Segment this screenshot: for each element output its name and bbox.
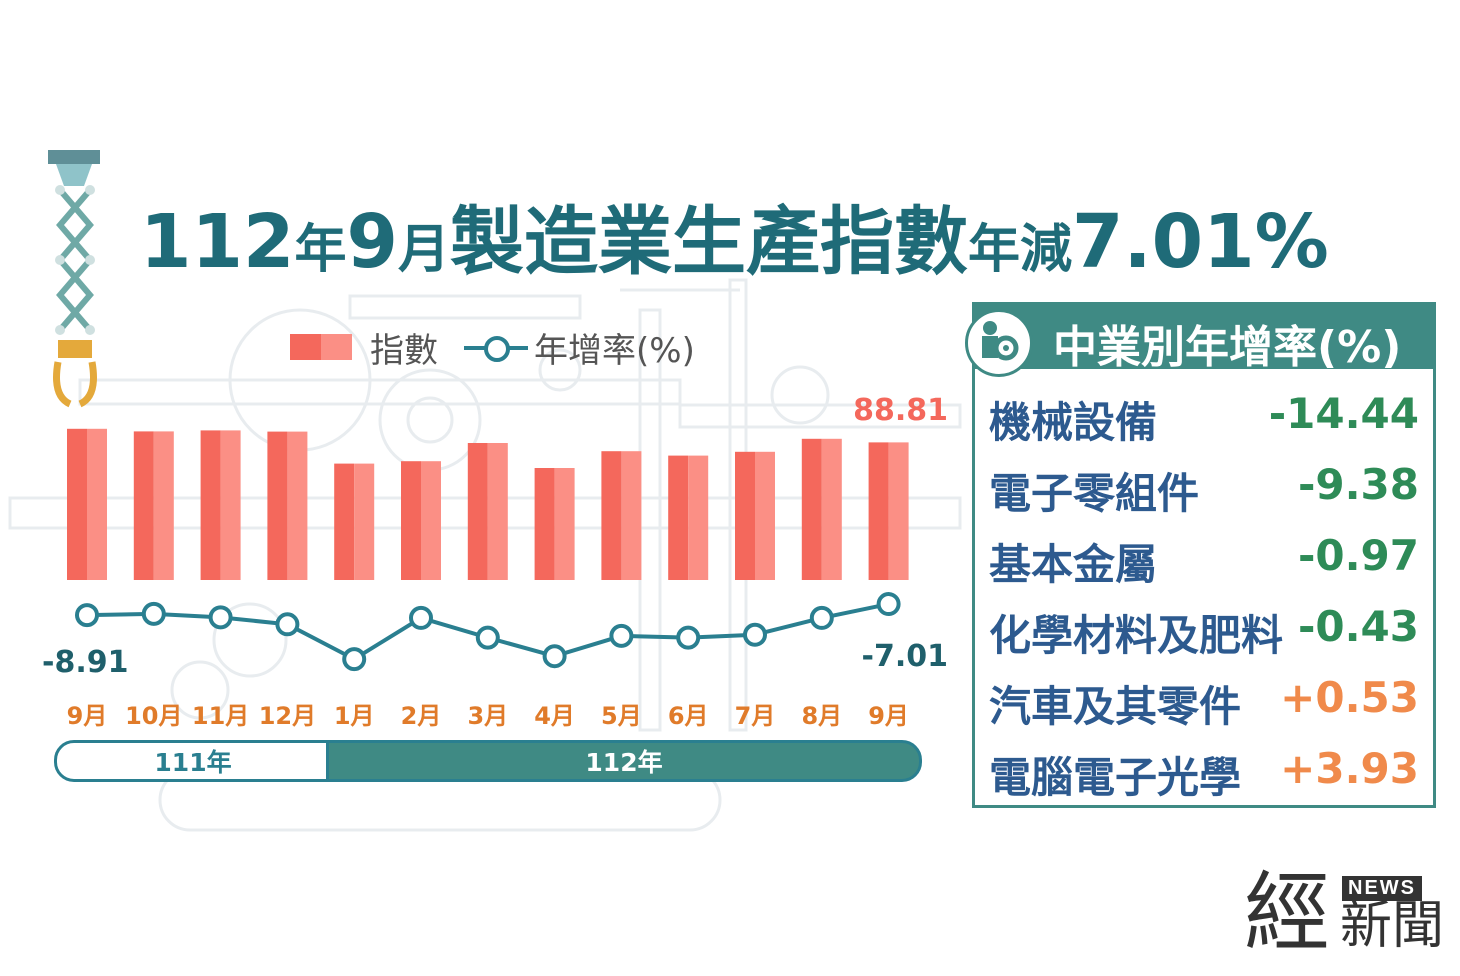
bar-11-left xyxy=(801,438,822,580)
rate-point-12 xyxy=(876,592,901,617)
industry-name: 基本金屬 xyxy=(989,540,1158,589)
industry-growth-value: +0.53 xyxy=(1280,673,1419,722)
rate-point-4 xyxy=(342,647,367,672)
month-label-10: 7月 xyxy=(735,702,776,730)
bar-1-left xyxy=(133,431,154,580)
logo-xinwen: 新聞 xyxy=(1340,896,1445,956)
bar-0-left xyxy=(67,428,87,580)
year-group-112: 112年 xyxy=(326,740,922,782)
title-change-word: 年減 xyxy=(968,220,1073,280)
chart-legend: 指數 年增率(%) xyxy=(290,322,695,372)
title-month: 9 xyxy=(346,199,398,285)
industry-row: 電子零組件 -9.38 xyxy=(989,460,1419,520)
month-label-1: 10月 xyxy=(125,702,182,730)
rate-point-2 xyxy=(208,605,233,630)
title-month-suffix: 月 xyxy=(397,220,450,280)
bar-6-right xyxy=(487,443,508,580)
month-label-9: 6月 xyxy=(668,702,709,730)
legend-index-label: 指數 xyxy=(370,330,438,371)
title-change-value: 7.01% xyxy=(1072,199,1329,285)
news-logo: 經 NEWS 新聞 xyxy=(1244,868,1444,968)
rate-point-0 xyxy=(75,603,99,628)
rate-point-3 xyxy=(275,612,300,637)
bar-2-left xyxy=(200,430,221,580)
bar-3-right xyxy=(287,431,308,580)
bar-3-left xyxy=(267,431,288,580)
title-subject: 製造業生產指數 xyxy=(450,199,968,285)
month-label-5: 2月 xyxy=(401,702,442,730)
industry-row: 電腦電子光學 +3.93 xyxy=(989,744,1419,804)
industry-row: 基本金屬 -0.97 xyxy=(989,531,1419,591)
month-label-6: 3月 xyxy=(467,702,508,730)
bar-9-left xyxy=(668,455,689,580)
month-label-2: 11月 xyxy=(192,702,249,730)
bar-5-right xyxy=(421,461,441,580)
legend-bar-swatch xyxy=(290,334,352,360)
industry-name: 機械設備 xyxy=(989,398,1158,447)
month-label-4: 1月 xyxy=(334,702,375,730)
industry-growth-value: -9.38 xyxy=(1297,460,1419,509)
industry-growth-value: -0.43 xyxy=(1297,602,1419,651)
panel-title: 中業別年增率(%) xyxy=(1053,322,1402,373)
engineer-gear-icon xyxy=(965,309,1033,377)
rate-point-9 xyxy=(676,625,701,650)
bar-8-right xyxy=(621,451,642,580)
bar-10-left xyxy=(735,451,755,580)
year-group-111: 111年 xyxy=(54,740,332,782)
bar-12-left xyxy=(868,442,889,580)
bar-1-right xyxy=(153,431,174,580)
industry-growth-value: +3.93 xyxy=(1280,744,1419,793)
month-label-7: 4月 xyxy=(534,702,575,730)
industry-growth-value: -0.97 xyxy=(1297,531,1419,580)
bar-6-left xyxy=(467,443,488,580)
chart-title: 112 年 9 月 製造業生產指數 年減 7.01% xyxy=(140,182,1360,285)
bar-10-right xyxy=(755,451,775,580)
bar-7-left xyxy=(534,468,555,580)
rate-point-6 xyxy=(475,625,500,650)
rate-point-7 xyxy=(542,644,567,669)
rate-point-11 xyxy=(809,605,834,630)
rate-point-5 xyxy=(409,605,433,630)
logo-news: NEWS xyxy=(1342,876,1422,901)
last-index-label: 88.81 xyxy=(853,393,948,428)
bar-12-right xyxy=(888,442,909,580)
industry-name: 電子零組件 xyxy=(989,469,1200,518)
industry-name: 汽車及其零件 xyxy=(989,682,1242,731)
month-label-8: 5月 xyxy=(601,702,642,730)
bar-4-right xyxy=(354,463,375,580)
year-group-bar: 111年 112年 xyxy=(54,740,922,782)
gripper-icon xyxy=(48,150,100,408)
month-label-0: 9月 xyxy=(67,702,108,730)
industry-name: 電腦電子光學 xyxy=(989,753,1242,802)
bar-11-right xyxy=(821,438,842,580)
rate-point-1 xyxy=(141,601,166,626)
bar-0-right xyxy=(87,428,107,580)
industry-name: 化學材料及肥料 xyxy=(989,611,1284,660)
bar-7-right xyxy=(554,468,575,580)
bar-5-left xyxy=(401,461,421,580)
bar-2-right xyxy=(220,430,241,580)
month-label-12: 9月 xyxy=(868,702,909,730)
industry-row: 化學材料及肥料 -0.43 xyxy=(989,602,1419,662)
last-rate-label: -7.01 xyxy=(862,639,948,674)
bar-9-right xyxy=(688,455,709,580)
legend-line-swatch xyxy=(464,332,528,362)
title-year: 112 xyxy=(140,199,295,285)
first-rate-label: -8.91 xyxy=(42,645,128,680)
title-year-suffix: 年 xyxy=(294,220,347,280)
industry-growth-panel: 中業別年增率(%) 機械設備 -14.44 電子零組件 -9.38 基本金屬 -0.97 化… xyxy=(965,302,1436,808)
logo-jing: 經 xyxy=(1244,863,1330,963)
bar-4-left xyxy=(334,463,355,580)
industry-row: 汽車及其零件 +0.53 xyxy=(989,673,1419,733)
industry-growth-value: -14.44 xyxy=(1268,389,1419,438)
legend-rate-label: 年增率(%) xyxy=(534,330,695,371)
month-label-11: 8月 xyxy=(801,702,842,730)
rate-point-10 xyxy=(743,622,767,647)
rate-point-8 xyxy=(609,623,634,648)
industry-row: 機械設備 -14.44 xyxy=(989,389,1419,449)
bar-8-left xyxy=(601,451,622,580)
panel-header: 中業別年增率(%) xyxy=(965,305,1433,377)
month-label-3: 12月 xyxy=(259,702,316,730)
